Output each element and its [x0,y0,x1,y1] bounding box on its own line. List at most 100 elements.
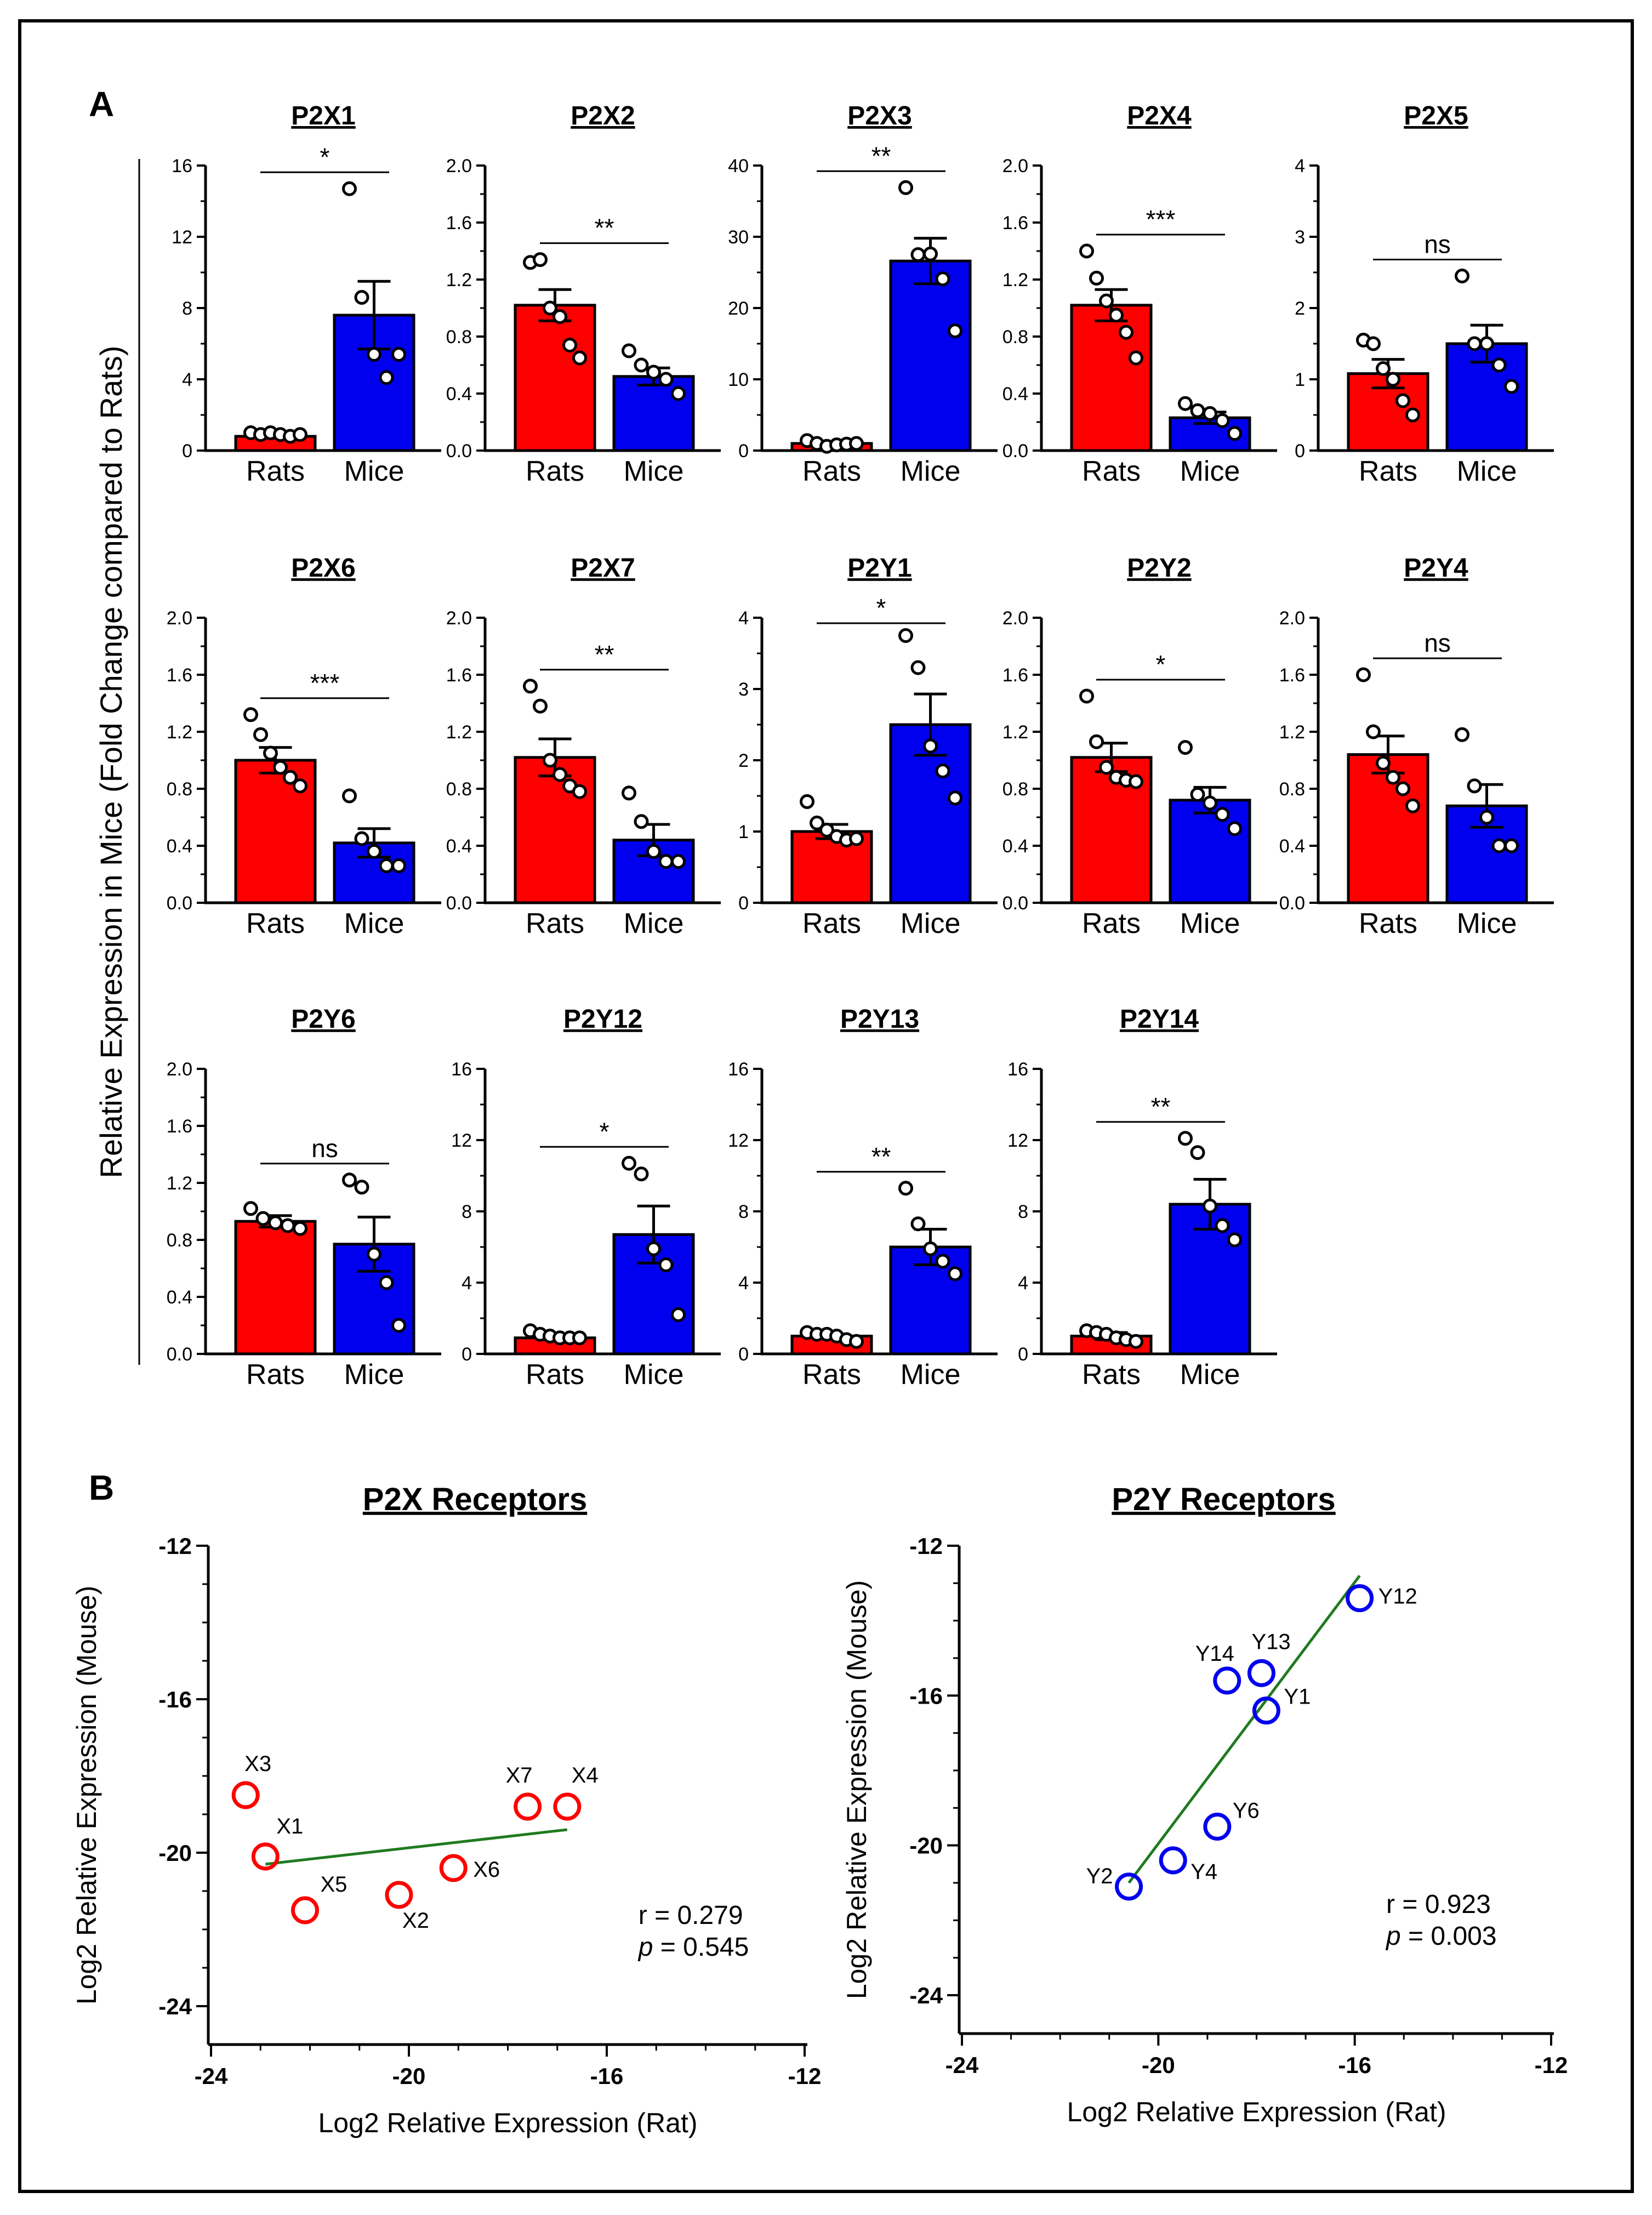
y-tick-label: 0.0 [1002,893,1028,914]
y-tick-label: 0 [462,1344,472,1365]
category-label: Rats [802,1359,861,1391]
category-label: Mice [1180,908,1240,939]
y-tick-label: 0.8 [167,779,192,800]
data-point [1203,1198,1217,1214]
data-point [1467,336,1482,351]
data-point [1504,838,1519,853]
data-point [935,1254,950,1269]
y-tick-label: 8 [462,1202,472,1222]
category-label: Mice [624,1359,684,1391]
regression-line [1127,1575,1361,1884]
data-point [1079,243,1094,259]
data-point [898,628,913,643]
data-point [367,844,381,859]
chart-title: P2Y Receptors [1112,1482,1335,1517]
bar-mice [889,259,972,452]
category-label: Mice [1457,455,1517,487]
significance-label: ** [595,214,614,242]
y-tick-label: 1.6 [1002,213,1028,234]
y-tick-label: 2 [1295,298,1305,319]
data-point [1395,781,1410,796]
y-tick-label: 2 [738,750,749,771]
panel-a-letter: A [89,84,114,124]
data-point [1099,293,1114,309]
data-point [293,427,307,442]
y-tick-label: 2.0 [167,608,192,629]
data-point [849,831,864,846]
data-point [1203,795,1217,811]
bar-rats [234,1220,317,1356]
data-point [634,1166,649,1182]
y-tick-label: 2.0 [1279,608,1305,629]
data-point [354,1180,369,1195]
data-point [800,794,814,809]
y-tick-label: 16 [172,156,192,176]
significance-label: * [320,143,330,171]
y-tick-label: 0.4 [446,836,472,857]
data-point [283,770,298,785]
y-tick-label: 0.0 [1002,441,1028,462]
data-point [646,1241,661,1256]
data-point [622,1155,636,1171]
scatter-point-label: X5 [320,1872,347,1897]
scatter-point-label: Y12 [1378,1585,1417,1609]
chart-title: P2X4 [1127,101,1192,130]
data-point [658,372,674,387]
bar-mice [1169,799,1251,904]
data-point [1386,770,1400,785]
data-point [1099,760,1114,775]
data-point [572,1330,587,1346]
x-tick-label: -16 [590,2063,624,2089]
data-point [1376,361,1391,376]
data-point [634,814,649,829]
chart-title: P2Y2 [1127,554,1191,583]
data-point [243,1201,258,1216]
data-point [1089,734,1104,749]
scatter-point-x1 [251,1842,280,1871]
y-tick-label: -20 [909,1833,943,1859]
category-label: Mice [344,908,405,939]
y-tick-label: 0 [182,441,192,462]
data-point [533,698,548,714]
data-point [1129,1334,1143,1349]
data-point [1129,774,1143,789]
data-point [1405,798,1420,813]
y-tick-label: 0.0 [446,893,472,914]
significance-label: * [876,594,886,622]
y-tick-label: 16 [451,1059,472,1080]
data-point [898,1181,913,1196]
y-tick-label: 0.4 [167,1287,192,1308]
data-point [810,815,824,830]
p-value: p = 0.545 [637,1933,749,1962]
bar-chart-p2y1: P2Y1 0 1 2 3 4 Rats Mice * [738,554,998,939]
data-point [253,727,268,742]
data-point [671,1307,686,1322]
y-tick-label: 1.6 [446,213,472,234]
main-ylabel: Relative Expression in Mice (Fold Change… [94,346,128,1178]
chart-title: P2X1 [291,101,355,130]
chart-title: P2X6 [291,554,355,583]
data-point [1190,1145,1205,1160]
y-tick-label: 0 [738,1344,749,1365]
data-point [819,822,834,838]
p-number: = 0.003 [1401,1922,1497,1951]
data-point [523,679,538,694]
significance-label: ** [1151,1092,1171,1121]
y-axis-label: Log2 Relative Expression (Mouse) [841,1580,872,1999]
y-tick-label: 16 [1007,1059,1028,1080]
y-tick-label: 1.2 [167,1173,192,1194]
y-tick-label: 1.2 [1002,722,1028,743]
data-point [1491,357,1507,373]
category-label: Mice [624,455,684,487]
significance-label: ns [1424,230,1451,259]
bar-chart-p2y13: P2Y13 0 4 8 12 16 Rats Mice ** [728,1005,998,1391]
y-tick-label: 0.0 [167,1344,192,1365]
category-label: Rats [802,908,861,939]
scatter-point-x6 [439,1854,468,1882]
scatter-point-label: Y2 [1086,1864,1113,1888]
data-point [948,323,962,339]
data-point [671,854,686,869]
data-point [1178,396,1193,411]
data-point [658,1257,674,1272]
